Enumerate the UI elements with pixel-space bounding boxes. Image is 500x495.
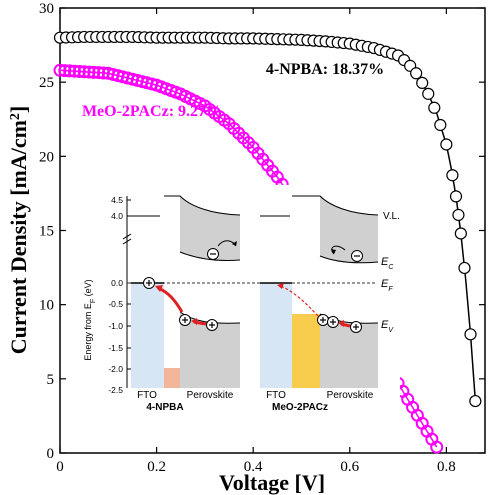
device-label-meo: MeO-2PACz (272, 402, 328, 413)
series-point-0 (458, 261, 471, 275)
series-point-0 (464, 328, 477, 341)
inset-y-tick-label: -2.5 (108, 385, 123, 395)
y-tick-label: 5 (47, 372, 55, 388)
series-point-0 (434, 118, 447, 132)
y-tick-label: 10 (39, 298, 54, 314)
hole-symbol-right-2 (327, 316, 339, 328)
hole-arrow-right-dashed-head (277, 283, 284, 289)
series-label-npba: 4-NPBA: 18.37% (266, 61, 384, 78)
meo-layer (292, 314, 320, 388)
y-tick-label: 25 (39, 75, 54, 91)
fto-label-right: FTO (266, 390, 286, 401)
inset-y-tick-label: -0.5 (108, 299, 123, 309)
ef-label: EF (381, 278, 393, 293)
hole-symbol-left-2 (206, 319, 218, 331)
series-point-1 (58, 64, 72, 78)
data-series (53, 30, 482, 454)
x-tick-label: 0.6 (340, 459, 359, 475)
electron-arrow-right-head (331, 249, 336, 254)
series-point-1 (430, 440, 444, 454)
series-point-0 (410, 67, 423, 80)
inset-y-label: Energy from EF (eV) (83, 279, 97, 360)
series-point-1 (82, 65, 96, 79)
hole-symbol-right-1 (317, 314, 329, 326)
series-point-1 (77, 65, 91, 79)
inset-y-tick-label: 4.0 (111, 211, 123, 221)
electron-arrow-right (331, 245, 346, 255)
hole-arrow-left-1-head (155, 285, 163, 292)
y-tick-label: 20 (39, 149, 54, 165)
series-point-0 (452, 208, 465, 222)
inset-axis-break-2 (122, 238, 132, 245)
series-point-0 (454, 227, 467, 240)
series-point-1 (92, 66, 106, 80)
x-tick-label: 0.8 (437, 459, 456, 475)
axis-ticks: 0 0.2 0.4 0.6 0.8 0 5 10 15 20 25 30 (39, 1, 485, 475)
series-point-1 (67, 64, 81, 78)
perovskite-label-right: Perovskite (327, 390, 374, 401)
series-point-1 (63, 64, 77, 78)
x-axis-label: Voltage [V] (219, 470, 325, 495)
series-point-0 (428, 101, 441, 114)
y-axis-label-sup: 2 (8, 113, 23, 120)
device-label-npba: 4-NPBA (146, 402, 183, 413)
series-point-0 (469, 394, 482, 408)
series-point-0 (422, 87, 435, 100)
vl-label: V.L. (383, 211, 400, 222)
hole-arrow-right-2-head (338, 320, 344, 327)
series-point-0 (416, 76, 429, 90)
vl-left-curve (164, 195, 241, 216)
hole-symbol-left-fto (143, 277, 155, 289)
band-diagram-inset: Energy from EF (eV) 4.5 4.0 0.0 -0.5 -1.0 -1.… (80, 185, 400, 413)
y-tick-label: 30 (39, 1, 54, 17)
series-point-1 (87, 65, 101, 79)
y-axis-label: Current Density [mA/cm2] (6, 106, 31, 355)
electron-symbol-right (351, 250, 363, 262)
x-tick-label: 0.2 (147, 459, 166, 475)
electron-symbol-left (207, 248, 219, 260)
series-point-1 (53, 63, 67, 77)
series-label-meo: MeO-2PACz: 9.27% (82, 103, 222, 120)
inset-y-tick-label: 0.0 (111, 278, 123, 288)
y-tick-label: 15 (39, 224, 54, 240)
ec-label: EC (381, 256, 394, 271)
ec-left-curve (179, 251, 241, 261)
inset-y-tick-label: -1.5 (108, 343, 123, 353)
series-point-1 (72, 64, 86, 78)
series-point-0 (446, 169, 459, 182)
inset-ticks: 4.5 4.0 0.0 -0.5 -1.0 -1.5 -2.0 -2.5 (108, 195, 131, 395)
series-point-0 (440, 138, 453, 151)
inset-y-tick-label: 4.5 (111, 195, 123, 205)
perovskite-band-right-vb (320, 314, 378, 388)
hole-symbol-left-1 (179, 314, 191, 326)
series-point-1 (96, 66, 110, 80)
series-point-0 (449, 190, 463, 203)
fto-region-left (131, 283, 164, 388)
x-tick-label: 0 (56, 459, 64, 475)
x-tick-label: 0.4 (244, 459, 263, 475)
npba-layer (164, 368, 180, 388)
inset-y-tick-label: -2.0 (108, 364, 123, 374)
hole-arrow-right-dashed (279, 285, 319, 317)
y-tick-label: 0 (47, 446, 55, 462)
perovskite-band-left-cb (180, 196, 240, 261)
hole-symbol-right-3 (350, 321, 362, 333)
perovskite-band-left-vb (180, 312, 240, 388)
inset-axis-break-1 (122, 233, 132, 240)
ev-label: EV (381, 319, 394, 334)
inset-y-tick-label: -1.0 (108, 321, 123, 331)
ec-right-curve (319, 255, 379, 264)
electron-arrow-left-head (232, 241, 237, 246)
vl-right-curve (292, 195, 379, 216)
perovskite-label-left: Perovskite (187, 390, 234, 401)
fto-label-left: FTO (137, 390, 157, 401)
fto-region-right (260, 283, 292, 388)
hole-arrow-left-2-head (191, 318, 197, 325)
